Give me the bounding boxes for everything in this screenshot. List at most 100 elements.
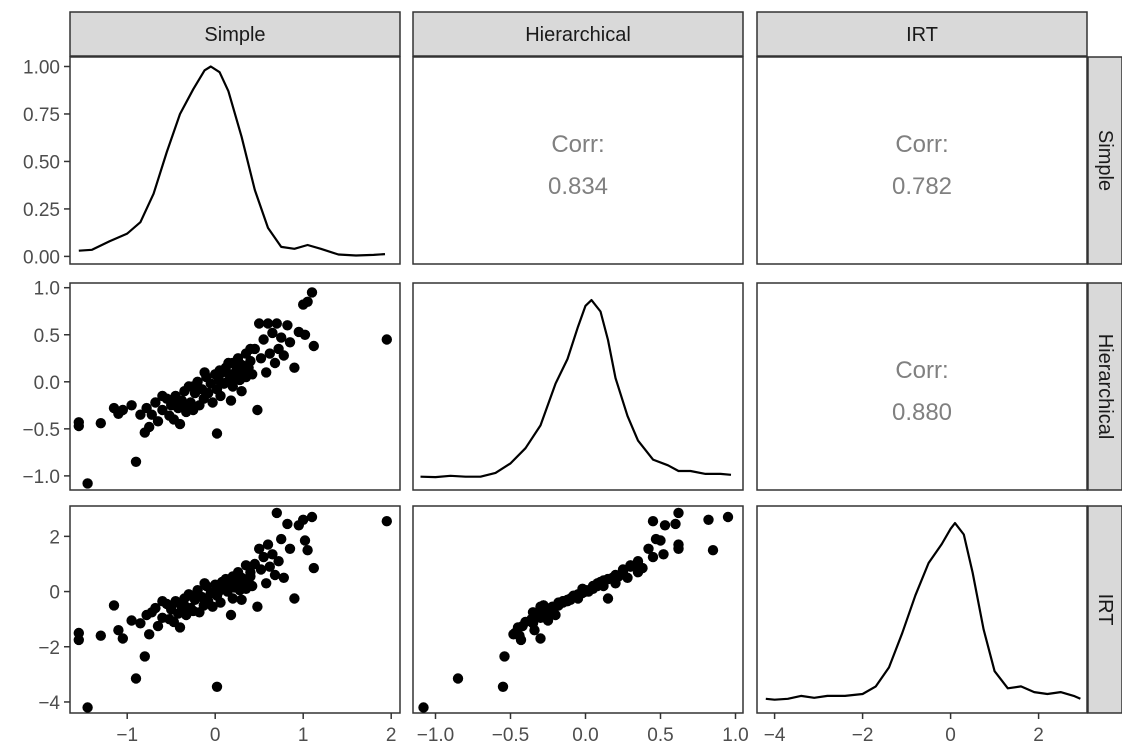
scatter-point [95, 630, 107, 641]
scatter-point [211, 428, 223, 439]
panel-irt-irt [756, 505, 1088, 714]
scatter-point [282, 320, 293, 331]
strip-right-label-irt: IRT [1094, 594, 1116, 626]
x-tick-label: −1.0 [417, 725, 455, 746]
scatter-point [264, 561, 275, 572]
scatter-point [152, 416, 164, 427]
scatter-point [150, 602, 161, 614]
scatter-point [381, 334, 392, 345]
y-tick-label: 1.00 [23, 57, 60, 78]
scatter-point [227, 381, 238, 392]
scatter-point [179, 600, 190, 611]
y-tick-label: 2 [49, 527, 60, 548]
scatter-point [278, 572, 289, 583]
scatter-point [643, 543, 654, 554]
scatter-point [252, 404, 263, 416]
scatter-point [144, 421, 155, 433]
scatter-point [240, 371, 252, 383]
y-tick-label: −0.5 [22, 420, 60, 441]
scatter-point [203, 387, 214, 399]
strip-top-label-irt: IRT [906, 24, 938, 46]
scatter-point [499, 651, 510, 662]
scatter-point [418, 702, 429, 713]
strip-top-irt [756, 11, 1088, 57]
scatter-point [647, 516, 659, 527]
scatter-point [535, 633, 546, 644]
x-tick-label: −0.5 [492, 725, 530, 746]
density-curve-simple [78, 65, 386, 257]
scatter-point [135, 409, 146, 420]
panel-hierarchical-irt-frame [756, 282, 1088, 491]
scatter-point [152, 620, 164, 632]
scatter-point [497, 681, 509, 692]
density-curve-hierarchical [420, 299, 732, 479]
scatter-point [261, 578, 272, 589]
scatter-point [207, 601, 218, 612]
scatter-point [252, 601, 263, 612]
scatter-point [553, 597, 564, 608]
scatter-point [632, 567, 644, 578]
scatter-point [658, 549, 669, 560]
panel-hierarchical-hierarchical [412, 282, 744, 491]
x-tick-label: 1 [298, 725, 309, 746]
scatter-point [670, 518, 681, 530]
scatter-point [174, 418, 186, 430]
scatter-point [673, 507, 684, 519]
scatter-point [610, 578, 621, 589]
x-tick-label: 2 [386, 725, 397, 746]
panel-hierarchical-hierarchical-frame [412, 282, 744, 491]
y-tick-label: 1.0 [34, 279, 60, 300]
scatter-point [452, 673, 464, 684]
y-tick-label: 0 [49, 583, 60, 604]
scatter-point [126, 400, 137, 411]
scatter-point [236, 594, 247, 605]
scatter-point [215, 597, 226, 608]
scatter-point [199, 578, 210, 589]
strip-right-label-hierarchical: Hierarchical [1094, 334, 1116, 440]
scatter-point [625, 561, 636, 572]
scatter-point [82, 478, 93, 489]
scatter-point [225, 609, 237, 621]
scatter-point [82, 702, 93, 713]
scatter-point [284, 337, 296, 348]
scatter-point [722, 511, 734, 523]
panel-simple-hierarchical-frame [412, 56, 744, 265]
scatter-point [289, 593, 300, 604]
panel-irt-hierarchical-frame [412, 505, 744, 714]
panel-irt-hierarchical-points [418, 507, 734, 713]
scatter-point [282, 518, 293, 530]
strip-top-hierarchical [412, 11, 744, 57]
x-tick-label: 0.0 [572, 725, 598, 746]
scatter-point [214, 365, 225, 376]
panel-hierarchical-simple [69, 282, 401, 491]
scatter-point [188, 381, 199, 392]
corr-value-simple-irt: 0.782 [892, 173, 952, 200]
y-tick-label: 0.0 [34, 373, 60, 394]
scatter-point [245, 343, 256, 355]
scatter-point [264, 348, 275, 359]
y-tick-label: 0.00 [23, 247, 60, 268]
scatter-point [602, 593, 614, 604]
scatter-point [150, 397, 161, 408]
strip-right-hierarchical [1087, 282, 1122, 491]
scatter-point [262, 318, 274, 329]
panel-simple-simple-frame [69, 56, 401, 265]
scatter-point [254, 543, 265, 554]
scatter-point [157, 404, 168, 416]
scatter-point [261, 367, 272, 378]
scatter-point [126, 615, 137, 626]
strip-top-label-hierarchical: Hierarchical [525, 24, 631, 46]
panel-irt-irt-frame [756, 505, 1088, 714]
strip-right-simple [1087, 56, 1122, 265]
scatter-point [254, 318, 265, 329]
scatter-point [262, 539, 274, 550]
panel-hierarchical-simple-points [73, 287, 392, 489]
corr-label-hierarchical-irt: Corr: [895, 357, 948, 384]
panel-simple-simple [69, 56, 401, 265]
scatter-point [113, 625, 124, 636]
scatter-point [276, 533, 287, 545]
scatter-point [707, 545, 719, 556]
scatter-point [298, 514, 309, 525]
corr-value-simple-hierarchical: 0.834 [548, 173, 608, 200]
scatter-point [512, 622, 524, 633]
